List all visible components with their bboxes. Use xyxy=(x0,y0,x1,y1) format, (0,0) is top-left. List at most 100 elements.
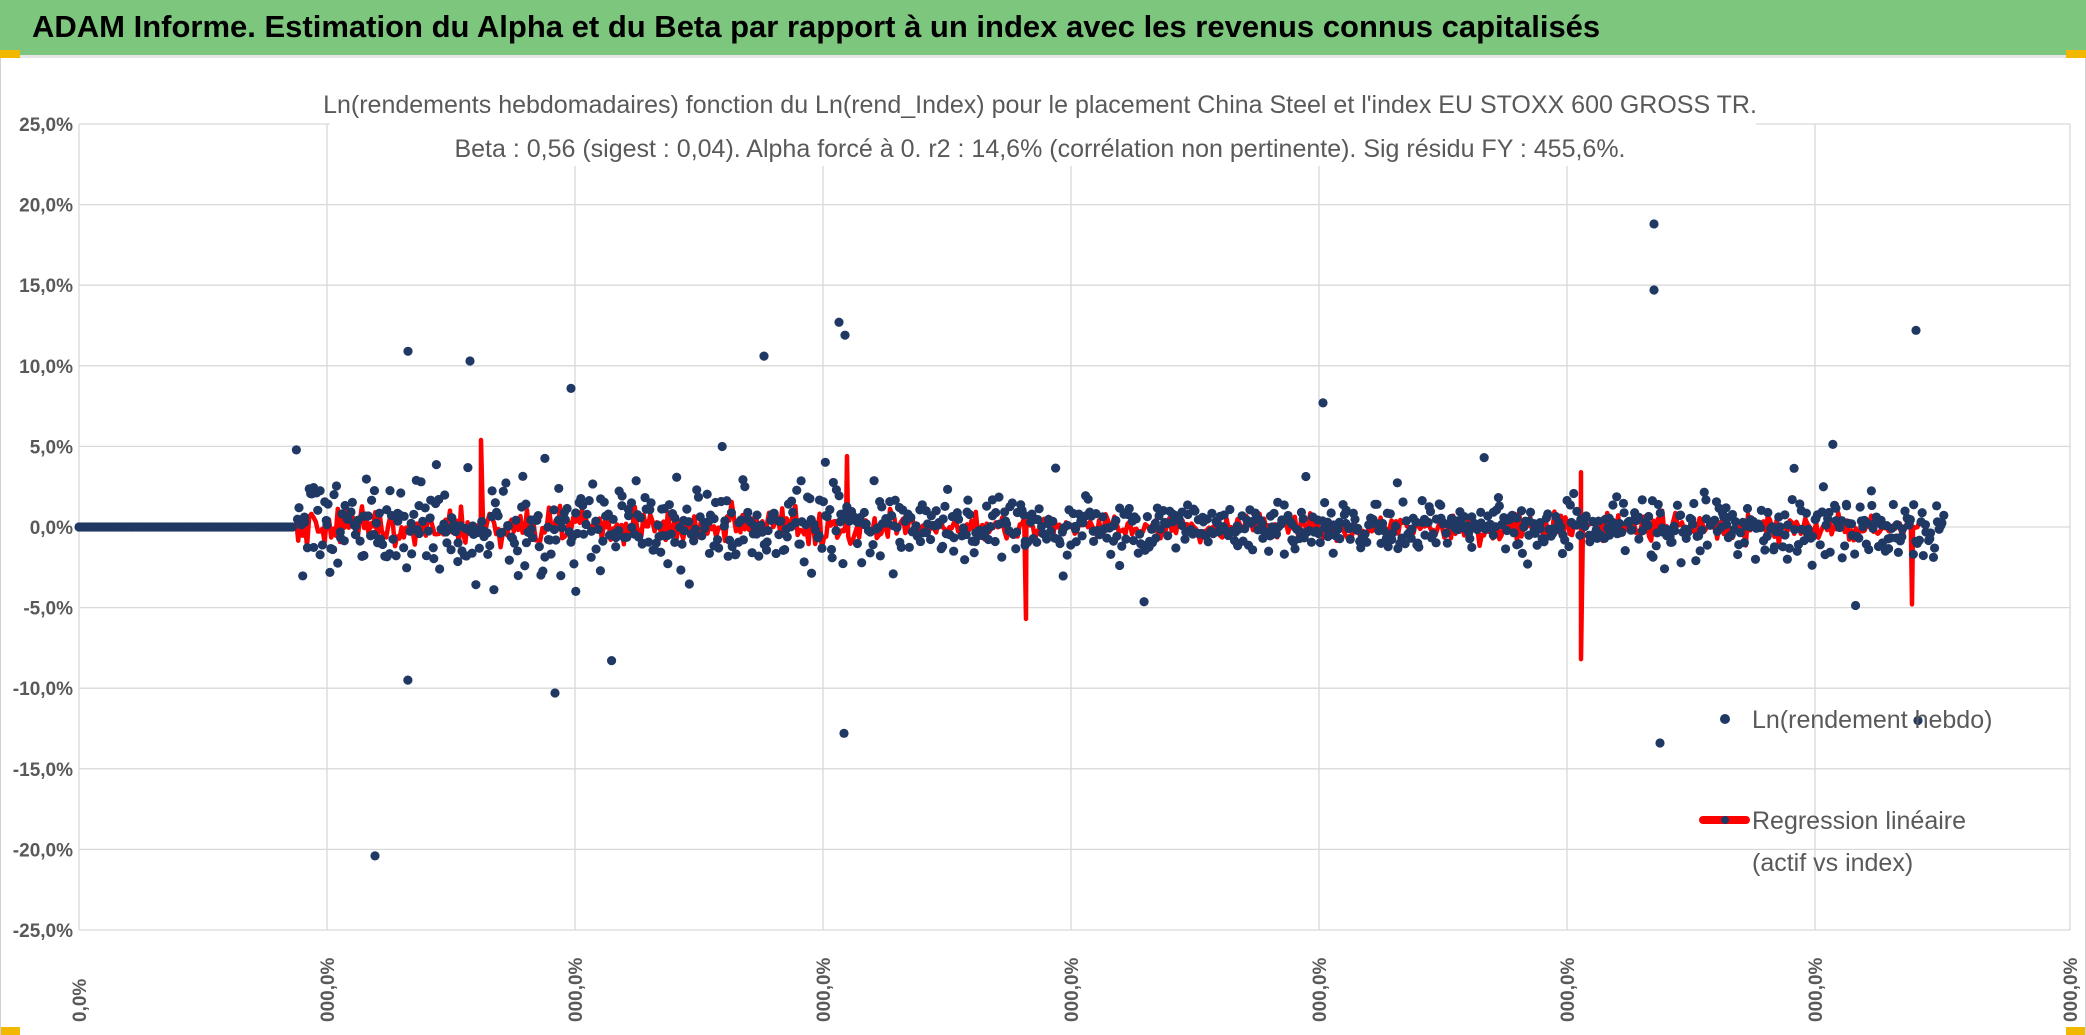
y-tick-label: 25,0% xyxy=(19,115,73,136)
data-point xyxy=(1840,541,1850,551)
data-point xyxy=(1335,534,1345,544)
data-point xyxy=(1762,531,1772,541)
data-point xyxy=(347,497,357,508)
corner-accent-br xyxy=(2066,1027,2086,1035)
data-point xyxy=(1290,544,1300,554)
data-point xyxy=(626,498,637,508)
data-point xyxy=(776,516,786,526)
data-point xyxy=(1670,526,1680,536)
data-point xyxy=(656,547,666,557)
data-point xyxy=(1048,516,1058,526)
data-point xyxy=(1769,542,1780,552)
data-point xyxy=(1920,520,1931,530)
data-point xyxy=(1467,512,1477,522)
data-point xyxy=(684,517,694,527)
data-point xyxy=(1755,522,1766,533)
data-point xyxy=(371,518,382,528)
data-point xyxy=(1055,538,1065,549)
legend-marker-regression-dot xyxy=(1721,816,1729,824)
data-point xyxy=(1207,508,1217,518)
data-point xyxy=(1512,513,1522,523)
data-point xyxy=(1807,560,1817,570)
data-point xyxy=(584,496,594,506)
data-point xyxy=(402,563,412,573)
data-point xyxy=(702,489,712,499)
data-point xyxy=(527,532,538,543)
data-point xyxy=(453,538,463,548)
data-point xyxy=(409,509,419,520)
data-point xyxy=(414,528,424,539)
data-point xyxy=(369,529,379,540)
data-point xyxy=(822,512,832,522)
data-point xyxy=(571,586,581,597)
data-point-outlier xyxy=(1318,398,1328,408)
data-point xyxy=(782,532,792,542)
data-point xyxy=(1634,534,1644,544)
data-point xyxy=(1171,543,1181,553)
data-point xyxy=(1388,528,1398,538)
data-point xyxy=(1585,537,1595,547)
data-point xyxy=(763,525,773,536)
data-point xyxy=(421,551,432,561)
x-tick-label: 000,0% xyxy=(814,957,835,1022)
data-point xyxy=(1709,515,1720,525)
data-point xyxy=(425,513,435,523)
data-point xyxy=(969,548,979,558)
data-point xyxy=(1828,439,1838,449)
data-point xyxy=(1077,531,1087,541)
data-point xyxy=(407,549,417,559)
data-point xyxy=(820,457,830,467)
data-point xyxy=(1727,509,1738,520)
data-point xyxy=(1688,519,1698,529)
data-point xyxy=(986,522,996,532)
data-point xyxy=(875,551,885,561)
data-point xyxy=(611,542,621,552)
data-point xyxy=(1372,499,1382,509)
data-point xyxy=(736,515,746,525)
data-point xyxy=(1818,482,1829,492)
data-point xyxy=(677,539,687,549)
data-point xyxy=(827,553,837,563)
data-point xyxy=(1721,503,1731,513)
data-point xyxy=(503,521,513,531)
x-tick-label: 000,0% xyxy=(1062,957,1083,1022)
data-point xyxy=(756,520,766,530)
corner-accent-bl xyxy=(0,1027,20,1035)
data-point xyxy=(1315,537,1325,548)
data-point xyxy=(493,511,503,521)
data-point xyxy=(1893,547,1903,557)
data-point xyxy=(1701,495,1711,505)
data-point xyxy=(560,515,570,525)
data-point xyxy=(1112,531,1122,541)
data-point xyxy=(1928,552,1939,562)
data-point xyxy=(761,545,772,555)
data-point xyxy=(1050,463,1061,473)
data-point xyxy=(497,527,507,538)
data-point xyxy=(551,535,561,545)
data-point xyxy=(1462,521,1472,531)
data-point xyxy=(982,501,992,511)
data-point xyxy=(294,503,304,513)
data-point xyxy=(1417,495,1427,506)
data-point xyxy=(614,525,624,536)
chart-title-line1: Ln(rendements hebdomadaires) fonction du… xyxy=(323,91,1757,119)
data-point xyxy=(599,497,609,507)
data-point xyxy=(571,508,581,518)
data-point xyxy=(1775,522,1785,532)
data-point xyxy=(1787,494,1797,505)
data-point xyxy=(888,569,898,579)
data-point xyxy=(1697,525,1707,535)
data-point xyxy=(512,546,523,556)
data-point xyxy=(692,485,702,495)
data-point xyxy=(1203,537,1213,547)
data-point xyxy=(799,557,809,567)
data-point xyxy=(1406,533,1416,543)
data-point xyxy=(740,482,750,492)
data-point-outlier xyxy=(759,351,769,361)
data-point xyxy=(1733,549,1743,560)
data-point xyxy=(1803,524,1813,534)
data-point xyxy=(323,499,333,509)
data-point xyxy=(635,513,646,523)
data-point xyxy=(653,520,663,530)
data-point xyxy=(490,498,500,508)
